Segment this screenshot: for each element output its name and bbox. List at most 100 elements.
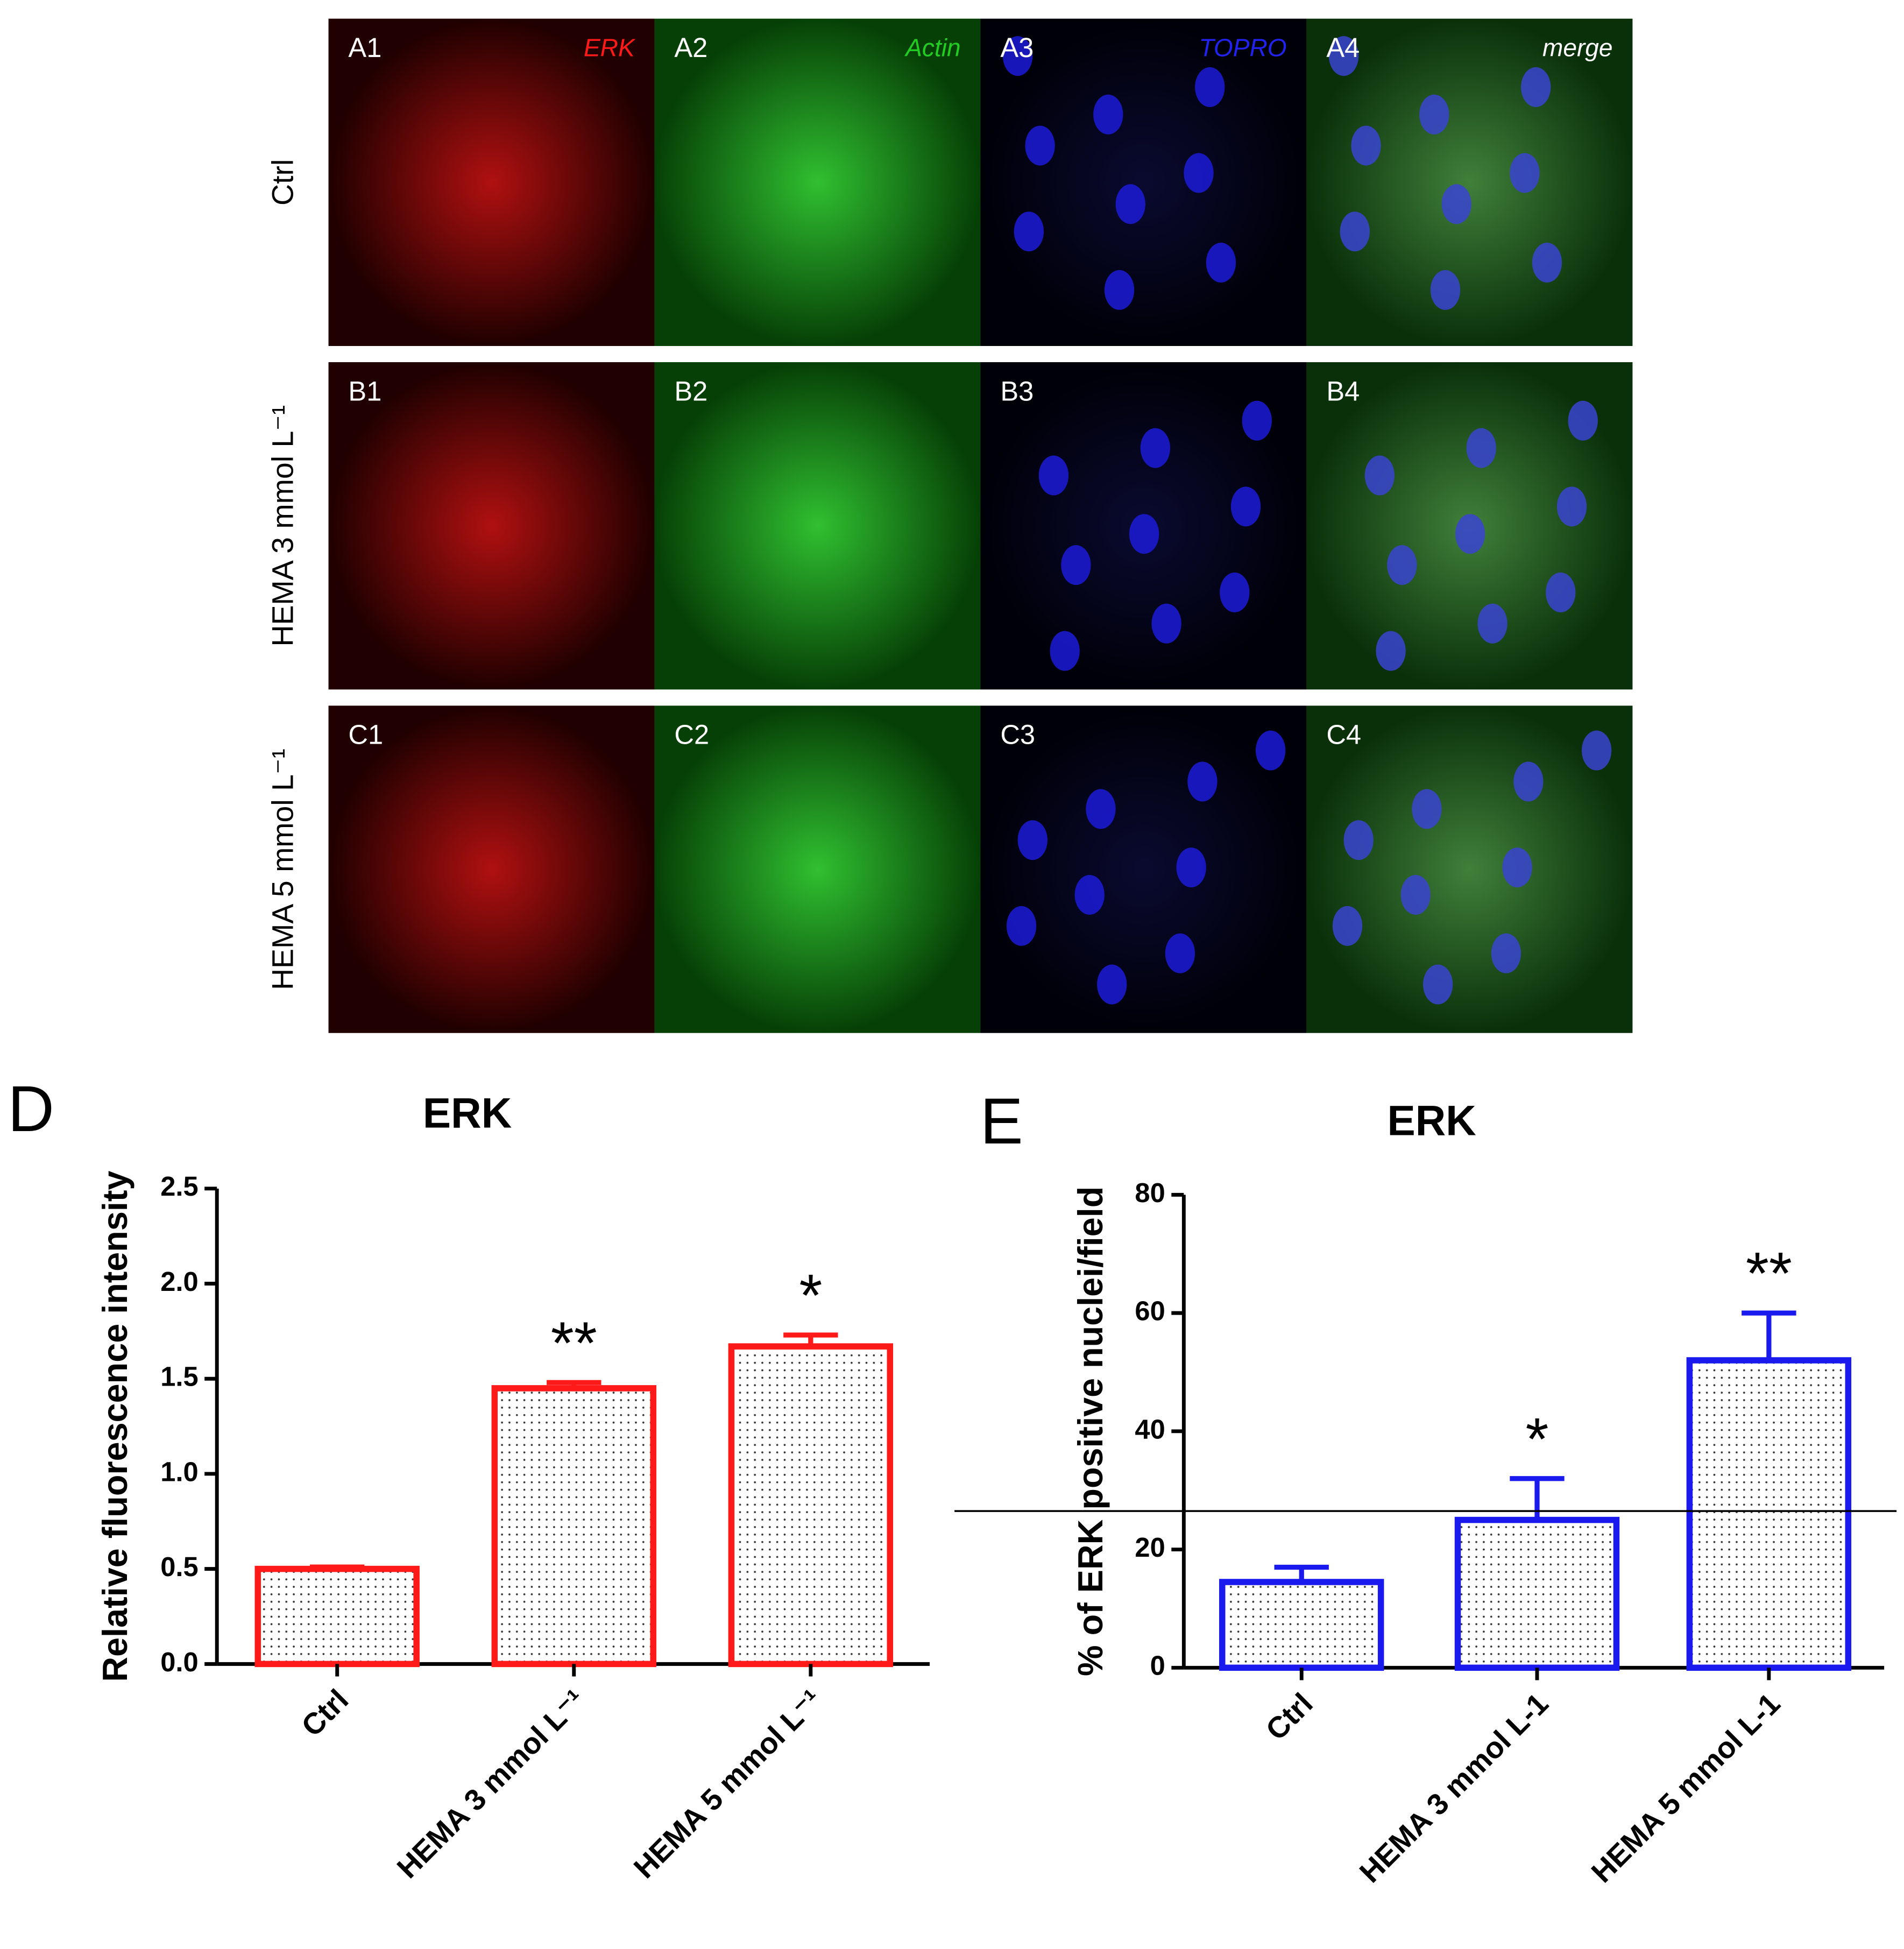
row-label: Ctrl — [266, 159, 300, 206]
bar — [1454, 1516, 1620, 1671]
nucleus — [1206, 243, 1236, 283]
nucleus — [1455, 514, 1485, 554]
nucleus — [1184, 153, 1214, 193]
micrograph — [654, 705, 981, 1033]
x-tick-label: Ctrl — [295, 1683, 355, 1743]
y-tick-label: 2.0 — [160, 1266, 198, 1297]
bar — [491, 1385, 656, 1668]
nucleus — [1332, 906, 1363, 946]
nucleus — [1002, 36, 1033, 76]
nucleus — [1328, 36, 1359, 76]
nucleus — [1491, 933, 1521, 973]
panel-label: B1 — [348, 376, 381, 406]
micrograph — [328, 362, 655, 690]
significance: * — [1525, 1406, 1548, 1472]
y-tick-label: 0 — [1150, 1650, 1165, 1681]
x-tick-label: HEMA 5 mmol L⁻¹ — [627, 1683, 829, 1884]
y-tick-label: 80 — [1135, 1177, 1165, 1208]
nucleus — [1343, 820, 1374, 860]
panel-letter: E — [980, 1085, 1023, 1157]
nucleus — [1441, 184, 1471, 224]
y-tick-label: 0.0 — [160, 1647, 198, 1677]
nucleus — [1176, 848, 1206, 888]
panel-label: B4 — [1326, 376, 1360, 406]
y-tick-label: 2.5 — [160, 1171, 198, 1202]
nucleus — [1140, 428, 1171, 468]
bar — [1686, 1357, 1852, 1671]
chart-title: ERK — [1387, 1097, 1476, 1144]
y-tick-label: 60 — [1135, 1295, 1165, 1326]
bar — [728, 1343, 894, 1668]
y-tick-label: 1.5 — [160, 1361, 198, 1392]
nucleus — [1061, 545, 1091, 585]
nucleus — [1093, 94, 1123, 135]
panel-label: B2 — [674, 376, 707, 406]
x-tick-label: HEMA 5 mmol L-1 — [1585, 1686, 1787, 1889]
panel-label: C1 — [348, 719, 383, 750]
nucleus — [1025, 125, 1055, 166]
nucleus — [1419, 94, 1449, 135]
nucleus — [1014, 211, 1044, 252]
nucleus — [1568, 400, 1598, 441]
nucleus — [1195, 67, 1225, 107]
x-tick-label: HEMA 3 mmol L-1 — [1353, 1686, 1555, 1889]
nucleus — [1151, 603, 1181, 644]
nucleus — [1521, 67, 1551, 107]
nucleus — [1115, 184, 1145, 224]
row-label: HEMA 5 mmol L⁻¹ — [266, 748, 300, 990]
nucleus — [1423, 964, 1453, 1005]
y-tick-label: 0.5 — [160, 1551, 198, 1582]
panel-label: A1 — [348, 32, 381, 63]
panel-label: C3 — [1000, 719, 1035, 750]
nucleus — [1477, 603, 1507, 644]
nucleus — [1556, 486, 1587, 527]
panel-label: C2 — [674, 719, 709, 750]
nucleus — [1400, 874, 1431, 915]
panel-letter: D — [8, 1073, 54, 1145]
nucleus — [1017, 820, 1047, 860]
bar — [1219, 1579, 1384, 1671]
panel-label: A4 — [1326, 32, 1360, 63]
nucleus — [1038, 455, 1069, 496]
micrograph — [328, 705, 655, 1033]
nucleus — [1387, 545, 1417, 585]
nucleus — [1340, 211, 1370, 252]
nucleus — [1430, 270, 1461, 310]
panel-label: A2 — [674, 32, 707, 63]
panel-label: B3 — [1000, 376, 1034, 406]
significance: ** — [1746, 1240, 1792, 1307]
nucleus — [1129, 514, 1159, 554]
nucleus — [1165, 933, 1195, 973]
micrograph — [1306, 18, 1633, 346]
nucleus — [1074, 874, 1105, 915]
significance: * — [799, 1262, 822, 1329]
row-label: HEMA 3 mmol L⁻¹ — [266, 405, 300, 647]
nucleus — [1364, 455, 1395, 496]
bar — [254, 1565, 420, 1668]
micrograph — [654, 362, 981, 690]
micrograph — [654, 18, 981, 346]
nucleus — [1351, 125, 1381, 166]
x-tick-label: Ctrl — [1259, 1686, 1319, 1747]
nucleus — [1086, 789, 1116, 829]
nucleus — [1242, 400, 1272, 441]
nucleus — [1220, 572, 1250, 612]
panel-label: C4 — [1326, 719, 1361, 750]
nucleus — [1513, 761, 1544, 802]
y-tick-label: 40 — [1135, 1414, 1165, 1444]
y-tick-label: 1.0 — [160, 1456, 198, 1487]
nucleus — [1187, 761, 1218, 802]
nucleus — [1466, 428, 1496, 468]
nucleus — [1510, 153, 1540, 193]
nucleus — [1546, 572, 1576, 612]
nucleus — [1376, 631, 1406, 671]
nucleus — [1230, 486, 1261, 527]
micrograph — [980, 18, 1307, 346]
x-tick-label: HEMA 3 mmol L⁻¹ — [391, 1683, 592, 1884]
nucleus — [1412, 789, 1442, 829]
channel-label: TOPRO — [1199, 34, 1287, 62]
y-axis-label: Relative fluorescence intensity — [95, 1171, 135, 1682]
y-tick-label: 20 — [1135, 1532, 1165, 1563]
nucleus — [1097, 964, 1127, 1005]
